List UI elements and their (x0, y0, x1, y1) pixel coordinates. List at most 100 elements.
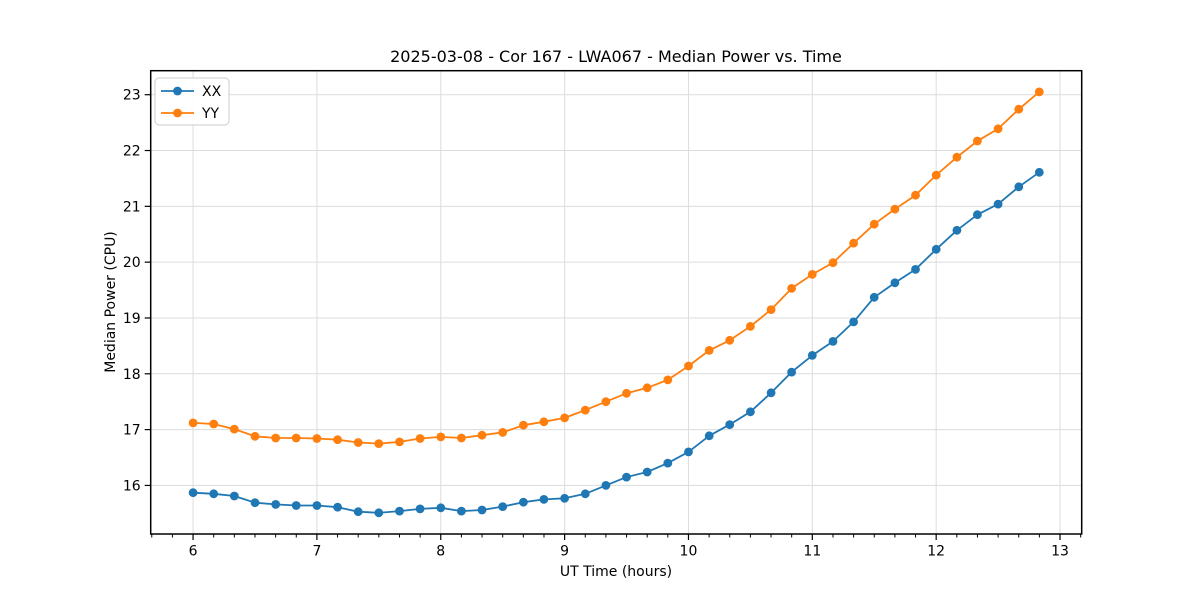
data-point-xx (1014, 182, 1024, 192)
data-point-xx (374, 508, 384, 518)
data-point-yy (374, 439, 384, 448)
legend: XX YY (154, 77, 230, 126)
data-point-yy (353, 438, 363, 447)
data-point-xx (931, 244, 941, 254)
data-point-yy (828, 258, 838, 268)
grid-lines (150, 70, 1082, 534)
data-point-xx (973, 210, 982, 220)
data-point-yy (663, 375, 673, 385)
plot-border (149, 69, 1083, 535)
data-point-xx (539, 495, 549, 504)
data-point-xx (250, 498, 260, 508)
data-point-yy (1034, 87, 1044, 97)
x-tick-label: 9 (560, 544, 569, 560)
data-point-xx (477, 505, 487, 515)
y-tick-label: 16 (123, 478, 141, 494)
x-tick-label: 7 (312, 544, 321, 560)
data-point-xx (601, 481, 611, 490)
x-tick-label: 11 (803, 544, 821, 560)
data-point-xx (560, 493, 569, 503)
data-point-xx (828, 337, 838, 346)
y-tick-label: 18 (123, 367, 141, 383)
data-point-yy (333, 435, 342, 445)
data-point-yy (704, 346, 714, 355)
data-point-xx (663, 458, 673, 468)
data-point-xx (952, 225, 962, 235)
data-point-xx (746, 407, 755, 417)
data-point-yy (601, 397, 611, 407)
data-point-xx (415, 504, 425, 514)
data-point-yy (271, 433, 281, 443)
data-point-xx (993, 199, 1003, 209)
data-point-yy (1014, 104, 1024, 114)
data-point-xx (787, 367, 796, 377)
x-tick-label: 6 (189, 544, 198, 560)
data-point-yy (457, 433, 466, 443)
data-point-xx (229, 491, 239, 501)
data-point-yy (684, 361, 693, 371)
x-tick-label: 8 (436, 544, 445, 560)
data-point-yy (993, 124, 1003, 134)
data-point-yy (931, 170, 941, 180)
data-point-yy (312, 434, 322, 443)
data-point-xx (684, 447, 693, 457)
data-point-xx (725, 420, 735, 429)
x-tick-label: 13 (1051, 544, 1069, 560)
data-point-yy (250, 431, 260, 441)
legend-marker-xx (173, 86, 182, 96)
data-point-xx (642, 467, 652, 477)
data-point-xx (622, 472, 631, 482)
data-point-yy (725, 335, 735, 345)
y-tick-label: 23 (123, 88, 141, 104)
legend-marker-yy (173, 108, 182, 118)
chart-title: 2025-03-08 - Cor 167 - LWA067 - Median P… (390, 47, 842, 66)
data-point-yy (973, 136, 982, 146)
data-point-yy (622, 388, 631, 398)
data-point-xx (807, 351, 817, 360)
data-point-yy (436, 432, 446, 442)
data-point-xx (188, 488, 198, 498)
legend-label-xx: XX (202, 84, 222, 100)
data-point-yy (229, 424, 239, 434)
data-point-xx (395, 506, 404, 516)
data-point-xx (849, 317, 858, 327)
data-point-yy (519, 420, 528, 430)
data-point-xx (457, 506, 466, 516)
x-tick-label: 10 (680, 544, 698, 560)
series-line-xx (193, 171, 1040, 514)
data-point-yy (952, 152, 962, 162)
data-point-xx (911, 265, 920, 274)
data-point-xx (580, 489, 590, 499)
data-point-xx (209, 489, 219, 499)
legend-label-yy: YY (201, 106, 220, 122)
data-point-xx (312, 501, 322, 510)
data-point-xx (353, 507, 363, 517)
data-point-xx (766, 388, 776, 398)
data-point-yy (580, 405, 590, 415)
y-tick-label: 21 (123, 199, 141, 215)
data-point-xx (436, 503, 446, 513)
data-point-yy (787, 284, 796, 293)
data-point-yy (498, 428, 508, 437)
data-series (188, 87, 1044, 518)
y-tick-label: 20 (123, 255, 141, 271)
data-point-yy (642, 383, 652, 393)
x-tick-label: 12 (927, 544, 945, 560)
data-point-yy (849, 238, 858, 248)
data-point-xx (291, 501, 301, 510)
data-point-yy (890, 204, 900, 214)
axis-ticks: 6 7 8 9 10 11 12 13 16 17 18 19 20 21 22 23 (123, 88, 1082, 560)
data-point-yy (560, 413, 569, 423)
data-point-yy (415, 434, 425, 443)
data-point-yy (539, 417, 549, 427)
data-point-xx (890, 278, 900, 288)
data-point-xx (519, 497, 528, 507)
data-point-xx (498, 502, 508, 511)
data-point-yy (395, 437, 404, 447)
data-point-xx (869, 292, 879, 302)
data-point-xx (704, 431, 714, 441)
data-point-yy (746, 322, 755, 331)
y-axis-label: Median Power (CPU) (103, 231, 119, 373)
data-point-yy (869, 219, 879, 229)
